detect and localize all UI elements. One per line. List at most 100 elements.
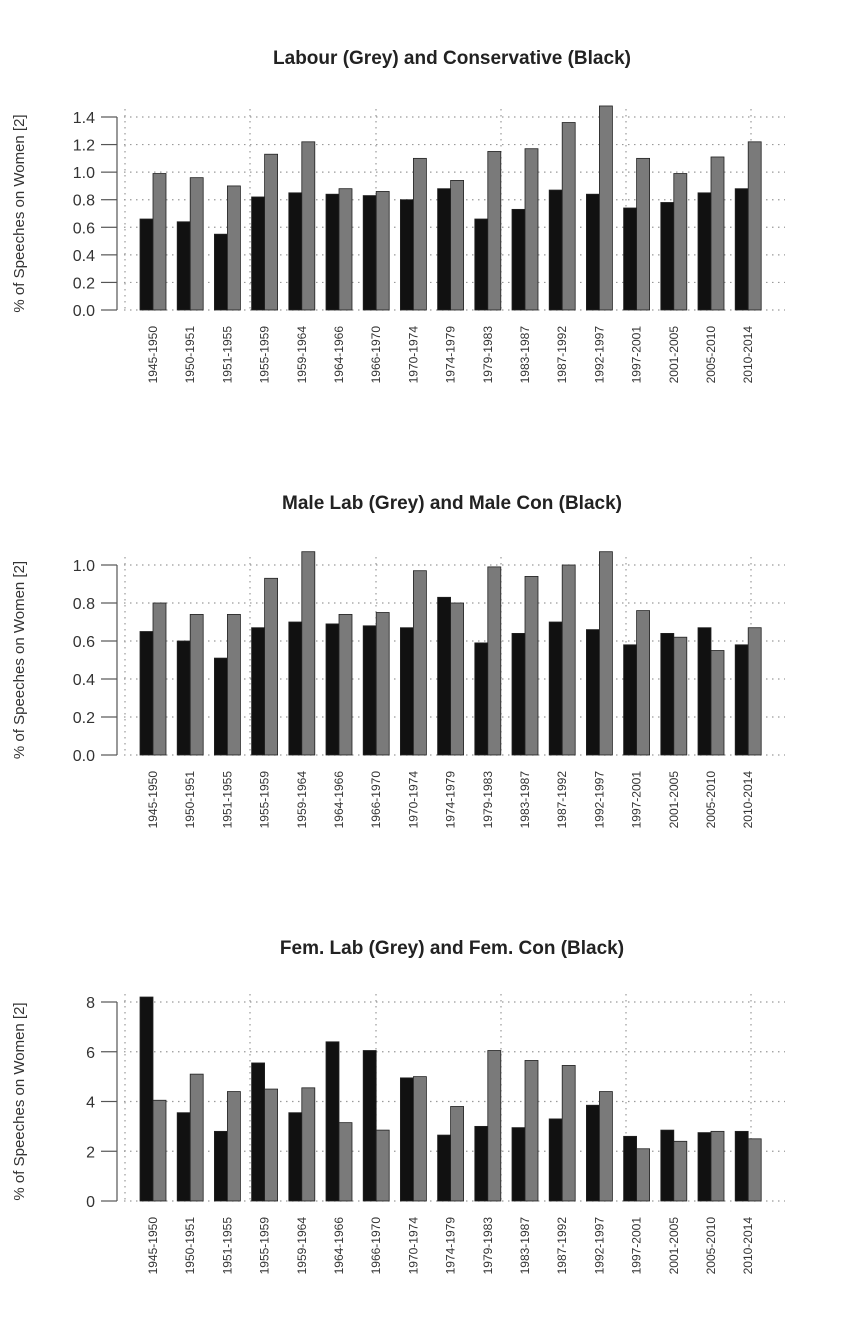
bar-grey xyxy=(412,570,427,756)
x-tick-label: 1964-1966 xyxy=(332,771,346,829)
bar-black xyxy=(511,208,526,311)
bar-black xyxy=(437,596,452,756)
bar-grey xyxy=(524,148,539,311)
x-tick-label: 1997-2001 xyxy=(630,326,644,384)
y-tick-label: 0 xyxy=(86,1194,95,1211)
bar-black xyxy=(176,1112,191,1202)
bar-grey xyxy=(375,191,390,311)
bar-black xyxy=(734,1130,749,1202)
y-axis: 0.0 0.2 0.4 0.6 0.8 1.0 xyxy=(73,558,118,765)
bar-grey xyxy=(561,122,576,311)
x-tick-label: 1970-1974 xyxy=(406,326,420,384)
x-tick-label: 1951-1955 xyxy=(220,771,234,829)
bar-grey xyxy=(375,612,390,756)
x-tick-label: 1987-1992 xyxy=(555,771,569,829)
y-axis: 0 2 4 6 8 xyxy=(86,995,118,1211)
bar-grey xyxy=(599,105,613,311)
bar-grey xyxy=(747,141,762,311)
x-tick-label: 1966-1970 xyxy=(369,1217,383,1275)
x-tick-label: 2010-2014 xyxy=(741,1217,755,1275)
bar-black xyxy=(660,1129,675,1202)
bar-black xyxy=(325,1041,340,1202)
bar-black xyxy=(362,625,377,756)
bar-black xyxy=(511,1127,526,1202)
x-tick-label: 1945-1950 xyxy=(146,771,160,829)
x-tick-label: 1955-1959 xyxy=(258,326,272,384)
bar-grey xyxy=(301,551,316,756)
bar-grey xyxy=(636,610,650,756)
bar-chart-labour-conservative: Labour (Grey) and Conservative (Black) % … xyxy=(11,48,785,384)
x-tick-label: 1970-1974 xyxy=(406,771,420,829)
bar-black xyxy=(213,233,228,311)
y-tick-label: 0.8 xyxy=(73,596,95,613)
x-tick-label: 1951-1955 xyxy=(220,1217,234,1275)
chart-panel-male: Male Lab (Grey) and Male Con (Black) % of… xyxy=(0,445,847,890)
x-tick-label: 1955-1959 xyxy=(258,771,272,829)
bar-grey xyxy=(264,153,279,311)
bar-black xyxy=(697,1132,712,1202)
x-tick-label: 2001-2005 xyxy=(667,326,681,384)
bar-grey xyxy=(747,1138,762,1202)
y-tick-label: 8 xyxy=(86,995,95,1012)
bar-grey xyxy=(375,1129,390,1202)
bar-grey xyxy=(524,575,539,756)
bar-black xyxy=(586,1104,600,1202)
bar-black xyxy=(362,195,377,311)
bar-black xyxy=(586,629,600,756)
bar-grey xyxy=(189,613,204,756)
x-tick-label: 2005-2010 xyxy=(704,1217,718,1275)
x-tick-label: 1979-1983 xyxy=(481,771,495,829)
bar-black xyxy=(548,1118,563,1202)
bar-black xyxy=(399,199,414,311)
bar-grey xyxy=(487,566,502,756)
bar-grey xyxy=(226,1091,241,1202)
bar-grey xyxy=(338,613,353,756)
x-tick-label: 1966-1970 xyxy=(369,771,383,829)
x-tick-label: 1983-1987 xyxy=(518,771,532,829)
chart-title: Labour (Grey) and Conservative (Black) xyxy=(273,48,631,69)
y-axis-label: % of Speeches on Women [2] xyxy=(11,561,28,759)
chart-title: Fem. Lab (Grey) and Fem. Con (Black) xyxy=(280,938,624,959)
bar-grey xyxy=(599,551,613,756)
bar-black xyxy=(399,627,414,756)
x-tick-label: 1964-1966 xyxy=(332,326,346,384)
y-axis-label: % of Speeches on Women [2] xyxy=(11,114,28,312)
bar-grey xyxy=(673,636,688,756)
bar-black xyxy=(288,621,303,756)
bar-black xyxy=(474,218,489,311)
bar-chart-male: Male Lab (Grey) and Male Con (Black) % of… xyxy=(11,493,785,829)
bar-grey xyxy=(636,1148,650,1202)
y-tick-label: 0.8 xyxy=(73,193,95,210)
x-tick-label: 1997-2001 xyxy=(630,771,644,829)
x-tick-label: 1966-1970 xyxy=(369,326,383,384)
x-tick-label: 1950-1951 xyxy=(183,1217,197,1275)
x-tick-label: 1959-1964 xyxy=(295,771,309,829)
bar-grey xyxy=(487,1050,502,1202)
chart-title: Male Lab (Grey) and Male Con (Black) xyxy=(282,493,622,514)
bar-black xyxy=(474,642,489,756)
bar-grey xyxy=(450,602,465,756)
bar-grey xyxy=(189,177,204,311)
bar-grey xyxy=(561,1065,576,1202)
bar-grey xyxy=(226,185,241,311)
y-tick-label: 0.4 xyxy=(73,248,95,265)
x-tick-label: 2001-2005 xyxy=(667,771,681,829)
x-tick-label: 1959-1964 xyxy=(295,1217,309,1275)
bar-black xyxy=(251,196,266,311)
bar-black xyxy=(586,193,600,311)
x-tick-label: 1959-1964 xyxy=(295,326,309,384)
x-tick-label: 2001-2005 xyxy=(667,1217,681,1275)
y-tick-label: 0.2 xyxy=(73,710,95,727)
bar-black xyxy=(548,621,563,756)
bar-grey xyxy=(524,1060,539,1202)
bar-black xyxy=(213,1130,228,1202)
bar-black xyxy=(437,1134,452,1202)
x-tick-label: 1997-2001 xyxy=(630,1217,644,1275)
bar-black xyxy=(399,1077,414,1202)
y-axis: 0.0 0.2 0.4 0.6 0.8 1.0 1.2 1.4 xyxy=(73,110,118,320)
x-tick-label: 1987-1992 xyxy=(555,1217,569,1275)
x-tick-label: 1992-1997 xyxy=(592,1217,606,1275)
bar-black xyxy=(325,623,340,756)
x-tick-label: 2005-2010 xyxy=(704,771,718,829)
bar-black xyxy=(251,627,266,756)
